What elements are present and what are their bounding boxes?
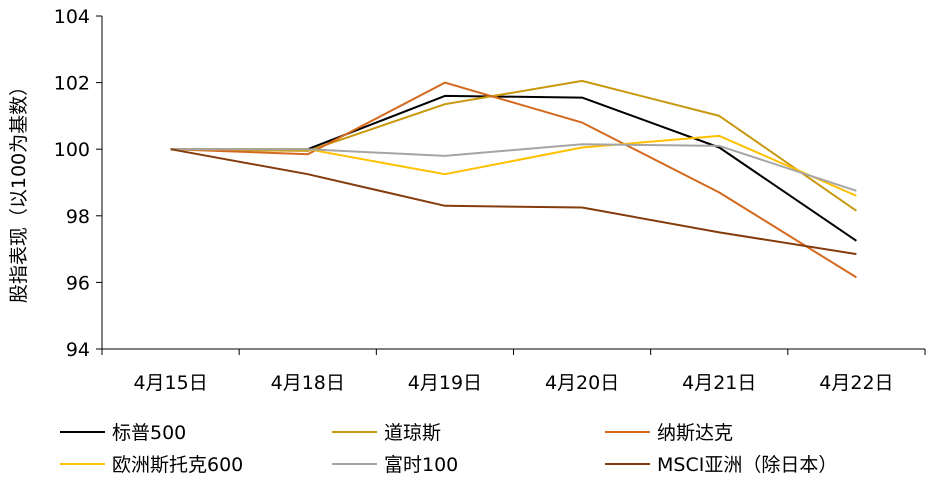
series-line-4 [170,134,857,197]
legend-label: 欧洲斯托克600 [112,454,243,476]
legend-item: 标普500 [60,422,186,444]
y-tick-label: 100 [54,139,90,161]
y-tick-label: 96 [66,272,90,294]
legend-item: 欧洲斯托克600 [60,454,243,476]
series-line-2 [170,79,857,212]
legend-item: MSCI亚洲（除日本） [605,454,837,476]
x-tick-label: 4月21日 [682,372,756,394]
x-tick-label: 4月20日 [545,372,619,394]
x-tick-label: 4月15日 [133,372,207,394]
series-line-3 [170,81,857,279]
x-tick-label: 4月18日 [271,372,345,394]
x-tick-label: 4月19日 [408,372,482,394]
legend-label: MSCI亚洲（除日本） [657,454,837,476]
y-tick-label: 94 [66,339,90,361]
x-tick-label: 4月22日 [819,372,893,394]
y-tick-label: 104 [54,6,90,28]
legend-item: 纳斯达克 [605,422,733,444]
legend-label: 标普500 [112,422,186,444]
series-lines [170,79,857,279]
legend-label: 纳斯达克 [657,422,733,444]
legend-label: 富时100 [384,454,458,476]
series-line-5 [170,143,857,192]
legend-label: 道琼斯 [384,422,441,444]
legend-item: 富时100 [332,454,458,476]
y-tick-label: 98 [66,206,90,228]
y-tick-label: 102 [54,73,90,95]
legend-item: 道琼斯 [332,422,441,444]
axes: 94 96 98 100 102 104 4月15日 4月18日 4月19日 4月20日 4月21日… [54,6,926,394]
y-axis-label: 股指表现（以100为基数） [8,77,30,303]
series-line-6 [170,148,857,256]
